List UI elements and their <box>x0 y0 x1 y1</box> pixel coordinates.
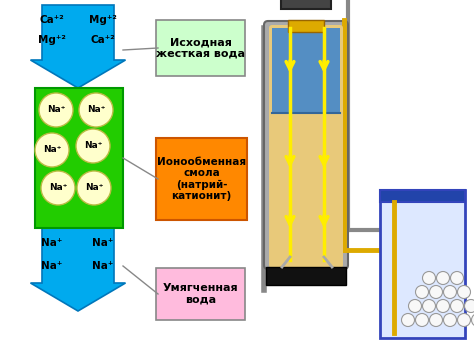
Circle shape <box>422 272 436 284</box>
Circle shape <box>437 272 449 284</box>
Circle shape <box>450 272 464 284</box>
FancyBboxPatch shape <box>156 268 245 320</box>
Circle shape <box>444 285 456 299</box>
Circle shape <box>39 93 73 127</box>
Text: Na⁺: Na⁺ <box>87 105 105 115</box>
Circle shape <box>457 313 471 327</box>
Circle shape <box>444 313 456 327</box>
Bar <box>266 267 346 285</box>
Text: Ионообменная
смола
(натрий-
катионит): Ионообменная смола (натрий- катионит) <box>157 157 246 201</box>
Bar <box>35 88 123 228</box>
Text: Ca⁺²: Ca⁺² <box>91 35 115 45</box>
Polygon shape <box>30 228 126 311</box>
Circle shape <box>401 313 414 327</box>
Text: Na⁺: Na⁺ <box>47 105 65 115</box>
Circle shape <box>450 300 464 312</box>
Text: Na⁺: Na⁺ <box>92 238 114 248</box>
Circle shape <box>429 285 443 299</box>
Circle shape <box>416 285 428 299</box>
Circle shape <box>457 285 471 299</box>
Text: Ca⁺²: Ca⁺² <box>40 15 64 25</box>
Text: Na⁺: Na⁺ <box>84 142 102 151</box>
Polygon shape <box>30 5 126 88</box>
Bar <box>272 28 340 113</box>
FancyBboxPatch shape <box>269 25 343 268</box>
FancyBboxPatch shape <box>156 138 247 220</box>
Circle shape <box>465 300 474 312</box>
Circle shape <box>77 171 111 205</box>
Text: Mg⁺²: Mg⁺² <box>38 35 66 45</box>
Bar <box>380 190 465 202</box>
Circle shape <box>416 313 428 327</box>
Text: Исходная
жесткая вода: Исходная жесткая вода <box>156 37 245 59</box>
Text: Na⁺: Na⁺ <box>41 238 63 248</box>
Circle shape <box>79 93 113 127</box>
Circle shape <box>409 300 421 312</box>
Circle shape <box>41 171 75 205</box>
Circle shape <box>429 313 443 327</box>
Bar <box>380 190 465 338</box>
Text: Na⁺: Na⁺ <box>85 184 103 192</box>
FancyBboxPatch shape <box>156 20 245 76</box>
Circle shape <box>35 133 69 167</box>
Bar <box>288 20 324 32</box>
Text: Na⁺: Na⁺ <box>41 261 63 271</box>
Text: Умягченная
вода: Умягченная вода <box>163 283 238 305</box>
Circle shape <box>422 300 436 312</box>
Text: Na⁺: Na⁺ <box>43 146 61 154</box>
Circle shape <box>76 129 110 163</box>
Text: Na⁺: Na⁺ <box>49 184 67 192</box>
Text: Na⁺: Na⁺ <box>92 261 114 271</box>
Circle shape <box>437 300 449 312</box>
FancyBboxPatch shape <box>281 0 331 9</box>
Text: Mg⁺²: Mg⁺² <box>89 15 117 25</box>
Circle shape <box>472 313 474 327</box>
FancyBboxPatch shape <box>264 21 348 269</box>
